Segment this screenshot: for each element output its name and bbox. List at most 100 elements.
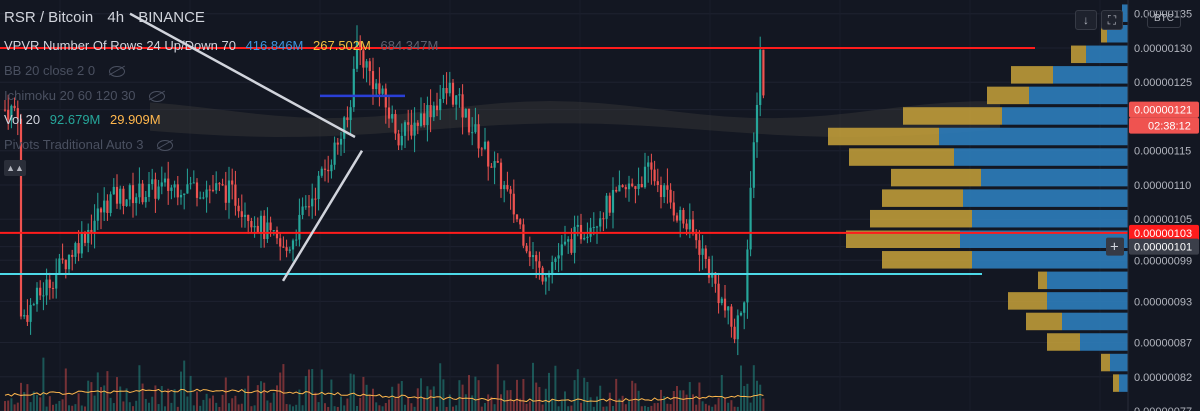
candle-body [413,122,416,136]
volume-bar [762,398,765,411]
plus-icon-glyph: + [1110,239,1119,256]
volume-bar [154,385,157,411]
volume-bar [493,404,496,411]
volume-bar [740,365,742,411]
volume-bar [109,397,112,411]
pivots-legend[interactable]: Pivots Traditional Auto 3 [4,137,179,152]
volume-bar [474,376,477,411]
candle-body [573,226,576,253]
price-axis[interactable]: 0.000001350.000001300.000001250.00000115… [1106,0,1200,411]
candle-body [503,185,506,190]
candle-body [448,82,451,94]
volume-bar [669,404,672,411]
vp-up-bar [939,127,1128,146]
candle-body [186,184,189,194]
candle-body [29,304,32,322]
volume-bar [436,406,438,411]
candle-body [330,164,333,172]
candle-body [397,133,400,146]
symbol-legend[interactable]: RSR / Bitcoin 4h BINANCE [4,9,211,26]
price-tick-label: 0.00000099 [1134,255,1192,267]
volume-bar [576,369,579,411]
candle-body [477,124,480,149]
vpvr-total-value: 684.347M [380,38,439,53]
volume-bar [68,405,70,411]
volume-bar [349,373,352,411]
candle-body [445,88,448,94]
candle-body [263,215,266,240]
volume-bar [266,400,269,411]
price-badge [1129,101,1199,118]
candle-body [371,71,375,90]
vpvr-legend[interactable]: VPVR Number Of Rows 24 Up/Down 70 416.84… [4,38,444,53]
volume-bar [592,406,595,411]
volume-bar [144,398,147,411]
candle-body [554,258,557,262]
candle-body [250,220,253,228]
volume-bar [260,381,262,411]
candle-body [55,273,58,289]
volume-bar [39,397,42,411]
symbol-name: RSR / Bitcoin [4,9,94,26]
fullscreen-icon[interactable]: ⛶ [1101,10,1123,30]
eye-hidden-icon[interactable] [108,66,125,78]
candle-body [567,239,570,242]
vp-down-bar [1026,312,1062,331]
volume-bar [516,379,518,411]
collapse-legend-button[interactable]: ▲▲ [4,160,26,176]
currency-badge[interactable]: BTC [1147,10,1181,28]
vp-down-bar [987,86,1029,105]
volume-legend[interactable]: Vol 20 92.679M 29.909M [4,112,167,127]
candle-body [19,118,23,317]
volume-ma-value: 29.909M [110,112,161,127]
volume-bar [420,378,422,411]
ichimoku-cloud [150,101,1000,137]
eye-hidden-icon[interactable] [157,140,174,152]
volume-bar [202,399,205,411]
volume-bar [189,375,192,411]
candle-body [237,205,240,212]
volume-ma-line [4,388,764,403]
volume-bar [36,395,38,411]
candle-body [381,88,384,94]
volume-bar [624,404,627,411]
volume-bar [327,406,330,411]
candle-body [87,229,90,243]
volume-bar [196,391,198,411]
volume-bar [263,382,266,411]
eye-hidden-icon[interactable] [149,91,166,103]
candle-body [640,183,643,188]
volume-bar [301,405,304,411]
candle-body [13,105,16,109]
plus-icon[interactable] [1106,237,1124,256]
volume-bar [103,385,106,411]
bb-legend[interactable]: BB 20 close 2 0 [4,63,131,78]
candle-body [624,187,627,190]
price-tick-label: 0.00000093 [1134,296,1192,308]
candle-body [759,49,762,105]
candle-body [336,142,339,145]
candle-body [643,166,647,188]
volume-bar [487,394,490,411]
volume-bar [727,402,730,411]
candle-body [755,104,759,143]
arrow-down-icon[interactable]: ↓ [1075,10,1097,30]
candle-body [119,188,122,204]
vp-up-bar [954,148,1128,166]
candle-body [679,209,682,221]
candle-body [682,209,685,224]
candle-body [701,248,704,255]
ichimoku-legend[interactable]: Ichimoku 20 60 120 30 [4,88,171,103]
candle-body [749,187,752,250]
volume-bar [186,396,189,411]
candle-body [74,243,77,257]
candle-body [311,198,314,207]
volume-bar [407,396,410,411]
volume-bar [106,371,109,411]
volume-bar [298,389,301,411]
candle-body [730,306,733,327]
candle-body [16,108,19,119]
volume-bar [311,369,314,411]
candle-body [666,185,669,190]
